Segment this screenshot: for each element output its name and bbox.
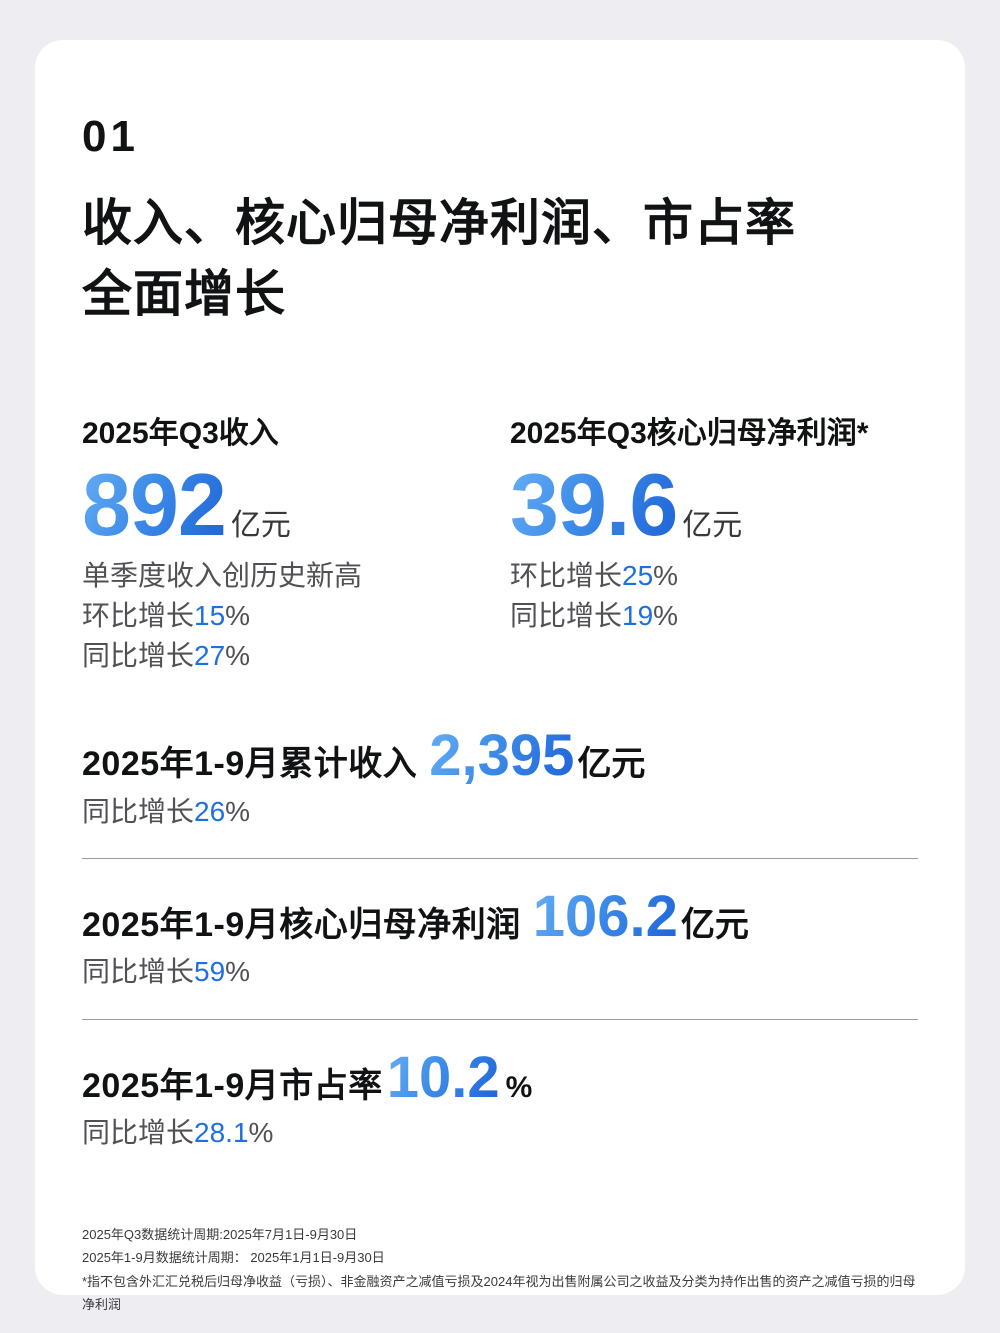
- q3-revenue-note: 单季度收入创历史新高: [82, 559, 363, 591]
- q3-revenue-yoy: 同比增长27%: [82, 636, 510, 676]
- qoq-value: 25: [622, 559, 654, 591]
- yoy-suffix: %: [653, 599, 679, 631]
- q3-revenue-qoq: 环比增长15%: [82, 596, 510, 636]
- qoq-prefix: 环比增长: [82, 599, 195, 631]
- ytd-market-share-row: 2025年1-9月市占率 10.2 % 同比增长28.1%: [82, 1044, 918, 1154]
- q3-profit-unit: 亿元: [682, 509, 743, 542]
- ytd-market-share-line: 2025年1-9月市占率 10.2 %: [82, 1044, 918, 1110]
- ytd-market-share-yoy: 同比增长28.1%: [82, 1113, 918, 1153]
- q3-revenue-block: 2025年Q3收入 892 亿元 单季度收入创历史新高 环比增长15% 同比增长…: [82, 416, 510, 676]
- divider: [82, 857, 918, 859]
- q3-revenue-unit: 亿元: [230, 509, 291, 542]
- qoq-prefix: 环比增长: [510, 559, 623, 591]
- yoy-prefix: 同比增长: [510, 599, 623, 631]
- ytd-revenue-unit: 亿元: [577, 744, 646, 783]
- yoy-prefix: 同比增长: [82, 795, 195, 827]
- section-number: 01: [82, 112, 139, 161]
- q3-revenue-value-line: 892 亿元: [82, 460, 510, 550]
- footnotes: 2025年Q3数据统计周期:2025年7月1日-9月30日 2025年1-9月数…: [82, 1223, 918, 1316]
- ytd-revenue-label: 2025年1-9月累计收入: [82, 744, 418, 783]
- q3-profit-label: 2025年Q3核心归母净利润*: [510, 417, 869, 450]
- yoy-suffix: %: [225, 795, 251, 827]
- qoq-value: 15: [194, 599, 226, 631]
- title-line-2: 全面增长: [82, 266, 286, 322]
- ytd-revenue-row: 2025年1-9月累计收入 2,395 亿元 同比增长26%: [82, 724, 918, 832]
- footnote-ytd-period: 2025年1-9月数据统计周期： 2025年1月1日-9月30日: [82, 1250, 385, 1266]
- footnote-q3-period: 2025年Q3数据统计周期:2025年7月1日-9月30日: [82, 1227, 358, 1243]
- ytd-revenue-line: 2025年1-9月累计收入 2,395 亿元: [82, 724, 918, 788]
- yoy-suffix: %: [225, 639, 251, 671]
- ytd-profit-value: 106.2: [532, 883, 678, 949]
- divider: [82, 1018, 918, 1020]
- q3-profit-block: 2025年Q3核心归母净利润* 39.6 亿元 环比增长25% 同比增长19%: [510, 416, 918, 676]
- ytd-profit-unit: 亿元: [680, 905, 749, 944]
- yoy-prefix: 同比增长: [82, 1117, 195, 1149]
- q3-revenue-value: 892: [82, 455, 227, 554]
- q3-profit-value: 39.6: [510, 455, 678, 554]
- yoy-prefix: 同比增长: [82, 639, 195, 671]
- q3-profit-qoq: 环比增长25%: [510, 556, 918, 596]
- ytd-profit-yoy: 同比增长59%: [82, 952, 918, 992]
- ytd-profit-label: 2025年1-9月核心归母净利润: [82, 905, 521, 944]
- q3-profit-value-line: 39.6 亿元: [510, 460, 918, 550]
- yoy-value: 26: [194, 795, 226, 827]
- ytd-profit-row: 2025年1-9月核心归母净利润 106.2 亿元 同比增长59%: [82, 883, 918, 993]
- ytd-revenue-yoy: 同比增长26%: [82, 792, 918, 832]
- yoy-value: 27: [194, 639, 226, 671]
- yoy-suffix: %: [225, 956, 251, 988]
- yoy-value: 59: [194, 956, 226, 988]
- yoy-value: 28.1: [194, 1117, 249, 1149]
- yoy-value: 19: [622, 599, 654, 631]
- qoq-suffix: %: [653, 559, 679, 591]
- page-title: 收入、核心归母净利润、市占率 全面增长: [82, 188, 918, 330]
- yoy-suffix: %: [248, 1117, 274, 1149]
- footnote-core-profit-definition: *指不包含外汇汇兑税后归母净收益（亏损）、非金融资产之减值亏损及2024年视为出…: [82, 1273, 916, 1312]
- yoy-prefix: 同比增长: [82, 956, 195, 988]
- ytd-market-share-unit: %: [505, 1070, 533, 1104]
- qoq-suffix: %: [225, 599, 251, 631]
- ytd-revenue-value: 2,395: [429, 722, 575, 788]
- title-line-1: 收入、核心归母净利润、市占率: [82, 195, 796, 251]
- ytd-profit-line: 2025年1-9月核心归母净利润 106.2 亿元: [82, 883, 918, 949]
- q3-stats-row: 2025年Q3收入 892 亿元 单季度收入创历史新高 环比增长15% 同比增长…: [82, 416, 918, 676]
- q3-profit-yoy: 同比增长19%: [510, 596, 918, 636]
- content-card: 01 收入、核心归母净利润、市占率 全面增长 2025年Q3收入 892 亿元 …: [35, 40, 965, 1312]
- q3-revenue-label: 2025年Q3收入: [82, 417, 279, 450]
- ytd-market-share-value: 10.2: [386, 1044, 500, 1110]
- ytd-market-share-label: 2025年1-9月市占率: [82, 1066, 383, 1105]
